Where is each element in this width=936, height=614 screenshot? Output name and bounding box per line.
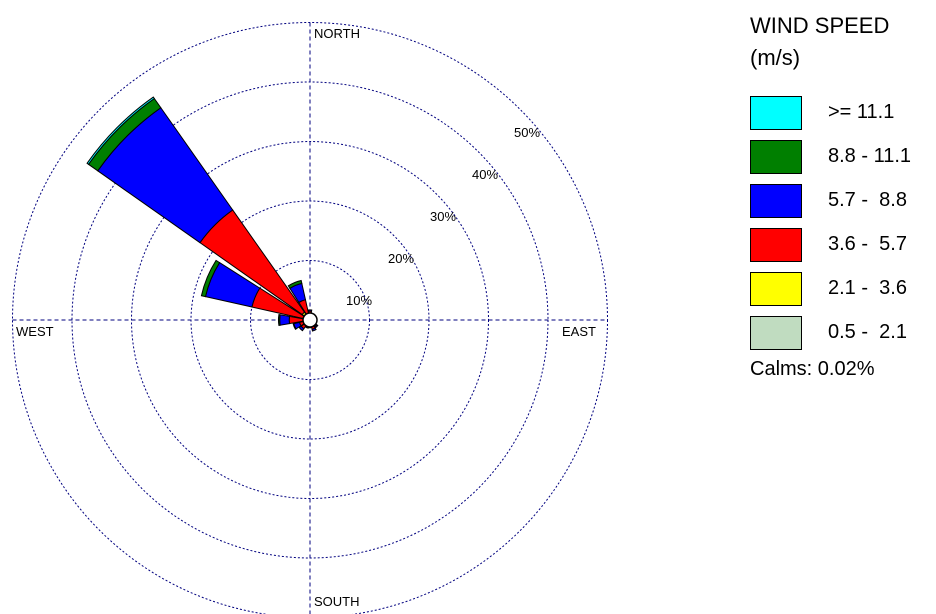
legend-item: 8.8 - 11.1: [750, 140, 936, 184]
legend-item: >= 11.1: [750, 96, 936, 140]
legend: WIND SPEED (m/s) >= 11.1 8.8 - 11.1 5.7 …: [750, 10, 936, 381]
legend-swatch: [750, 316, 802, 350]
petal-n-band-3: [307, 309, 313, 312]
legend-item: 0.5 - 2.1: [750, 316, 936, 360]
petal-wsw-band-4: [292, 323, 297, 330]
petal-w-band-3: [279, 314, 291, 326]
legend-label: 2.1 - 3.6: [828, 277, 907, 299]
legend-list: >= 11.1 8.8 - 11.1 5.7 - 8.8 3.6 - 5.7 2…: [750, 96, 936, 360]
ring-label-50: 50%: [514, 125, 540, 140]
compass-label-east: EAST: [562, 324, 596, 339]
legend-swatch: [750, 140, 802, 174]
legend-label: 5.7 - 8.8: [828, 189, 907, 211]
legend-item: 3.6 - 5.7: [750, 228, 936, 272]
legend-label: 0.5 - 2.1: [828, 321, 907, 343]
ring-label-20: 20%: [388, 251, 414, 266]
compass-label-south: SOUTH: [314, 594, 360, 609]
petal-wnw-band-4: [200, 259, 221, 298]
petal-sse-band-3: [311, 327, 317, 332]
legend-label: 3.6 - 5.7: [828, 233, 907, 255]
petal-nnw-band-4: [287, 279, 303, 290]
legend-item: 5.7 - 8.8: [750, 184, 936, 228]
compass-label-west: WEST: [16, 324, 54, 339]
legend-label: >= 11.1: [828, 101, 895, 123]
compass-label-north: NORTH: [314, 26, 360, 41]
ring-label-40: 40%: [472, 167, 498, 182]
legend-swatch: [750, 96, 802, 130]
wind-rose-petals: [86, 96, 319, 332]
legend-item: 2.1 - 3.6: [750, 272, 936, 316]
legend-label: 8.8 - 11.1: [828, 145, 912, 167]
legend-title: WIND SPEED (m/s): [750, 10, 936, 74]
wind-rose-chart: NORTH SOUTH WEST EAST 10% 20% 30% 40% 50…: [12, 22, 608, 614]
legend-swatch: [750, 228, 802, 262]
chart-labels: NORTH SOUTH WEST EAST 10% 20% 30% 40% 50…: [16, 26, 596, 609]
calms-label: Calms: 0.02%: [750, 358, 875, 380]
petal-nw-band-5: [86, 96, 156, 166]
petal-w-band-4: [277, 314, 281, 326]
legend-swatch: [750, 184, 802, 218]
center-circle: [302, 312, 318, 328]
legend-title-line2: (m/s): [750, 45, 801, 70]
legend-swatch: [750, 272, 802, 306]
legend-title-line1: WIND SPEED: [750, 13, 890, 38]
petal-sw-band-3: [298, 325, 305, 332]
ring-label-10: 10%: [346, 293, 372, 308]
ring-label-30: 30%: [430, 209, 456, 224]
